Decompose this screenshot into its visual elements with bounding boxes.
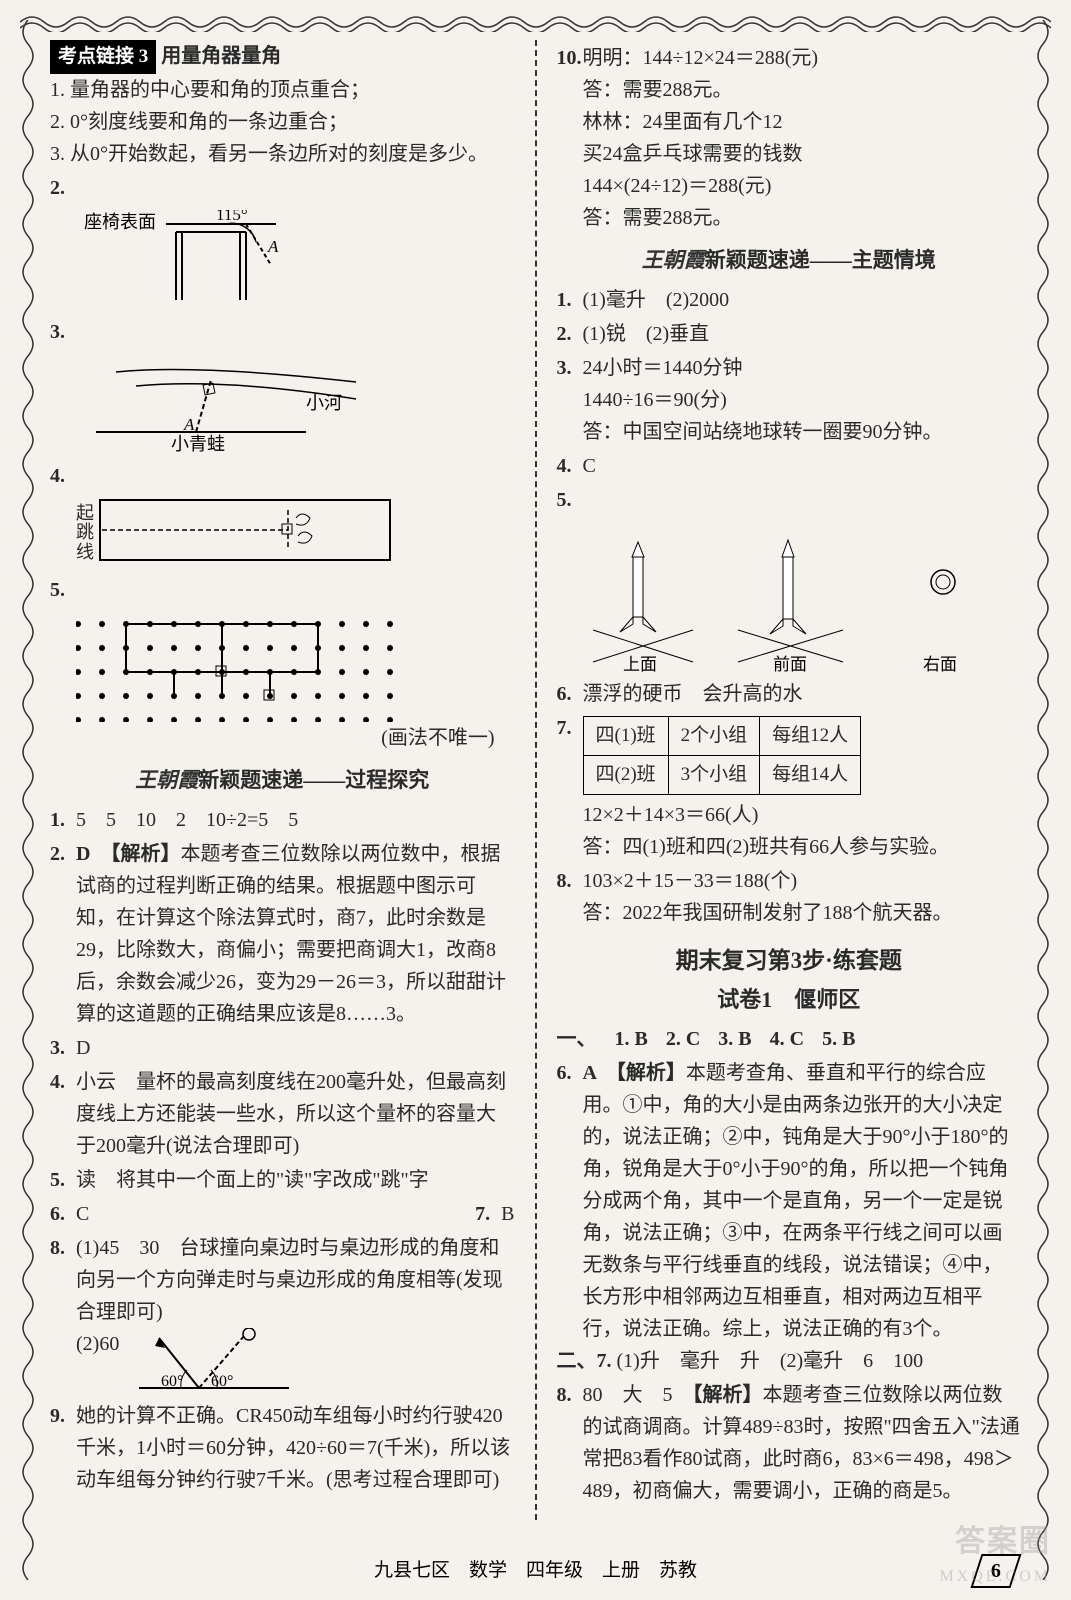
watermark: 答案圈	[955, 1516, 1051, 1560]
q4-fig-num: 4.	[50, 460, 76, 492]
t7-table: 四(1)班2个小组每组12人 四(2)班3个小组每组14人	[583, 716, 862, 796]
lp-q7: B	[501, 1198, 514, 1230]
right-wave-border	[1033, 20, 1053, 1580]
page-footer: 九县七区 数学 四年级 上册 苏教	[0, 1555, 1071, 1582]
watermark-url: MXQE.COM	[939, 1568, 1051, 1586]
kd-line-3: 3. 从0°开始数起，看另一条边所对的刻度是多少。	[50, 138, 515, 170]
lp-q9-num: 9.	[50, 1400, 76, 1496]
svg-text:60°: 60°	[211, 1373, 233, 1390]
t6-num: 6.	[557, 678, 583, 710]
lp-q7-num: 7.	[475, 1198, 501, 1230]
t6: 漂浮的硬币 会升高的水	[583, 678, 1022, 710]
s8: 80 大 5 【解析】本题考查三位数除以两位数的试商调商。计算489÷83时，按…	[583, 1379, 1022, 1507]
svg-text:115°: 115°	[216, 210, 248, 224]
svg-text:A: A	[183, 415, 195, 434]
t4: C	[583, 450, 1022, 482]
svg-text:60°: 60°	[161, 1373, 183, 1390]
svg-text:座椅表面: 座椅表面	[84, 212, 156, 232]
q2-fig-num: 2.	[50, 172, 76, 204]
t2-num: 2.	[557, 318, 583, 350]
t1-num: 1.	[557, 284, 583, 316]
kd-badge: 考点链接 3	[50, 40, 156, 74]
fig-chair: 座椅表面 115° A	[50, 210, 515, 310]
svg-text:右面: 右面	[923, 655, 957, 672]
lp-q6: C	[76, 1198, 461, 1230]
t3-3: 答：中国空间站绕地球转一圈要90分钟。	[557, 416, 1022, 448]
r-q10-6: 答：需要288元。	[557, 202, 1022, 234]
left-column: 考点链接 3 用量角器量角 1. 量角器的中心要和角的顶点重合； 2. 0°刻度…	[50, 40, 515, 1520]
fig-angle-ball: 60° 60°	[129, 1328, 299, 1398]
r-q10-5: 144×(24÷12)＝288(元)	[557, 170, 1022, 202]
lp-q4: 小云 量杯的最高刻度线在200毫升处，但最高刻度线上方还能装一些水，所以这个量杯…	[76, 1066, 515, 1162]
t7-ans: 答：四(1)班和四(2)班共有66人参与实验。	[557, 831, 1022, 863]
kd-line-1: 1. 量角器的中心要和角的顶点重合；	[50, 74, 515, 106]
kd-line-2: 2. 0°刻度线要和角的一条边重合；	[50, 106, 515, 138]
fig-jump: 起跳线	[50, 498, 515, 568]
fig-dots: (画法不唯一)	[50, 612, 515, 754]
t7-calc: 12×2＋14×3＝66(人)	[557, 799, 1022, 831]
t5-num: 5.	[557, 484, 583, 516]
t4-num: 4.	[557, 450, 583, 482]
svg-text:前面: 前面	[773, 655, 807, 672]
s6-num: 6.	[557, 1057, 583, 1345]
right-column: 10.明明：144÷12×24＝288(元) 答：需要288元。 林林：24里面…	[557, 40, 1022, 1520]
r-q10-num: 10.	[557, 42, 583, 74]
lp-q4-num: 4.	[50, 1066, 76, 1162]
kd-header: 考点链接 3 用量角器量角	[50, 40, 515, 74]
top-wave-border	[20, 12, 1051, 32]
r-q10-4: 买24盒乒乓球需要的钱数	[557, 138, 1022, 170]
q5-fig-num: 5.	[50, 574, 76, 606]
process-title: 王朝霞新颖题速递——过程探究	[50, 764, 515, 798]
lp-q8-2: (2)60	[76, 1328, 119, 1360]
svg-text:上面: 上面	[623, 655, 657, 672]
left-wave-border	[18, 20, 38, 1580]
svg-text:A: A	[267, 237, 279, 256]
fig5-note: (画法不唯一)	[76, 722, 515, 754]
lp-q6-num: 6.	[50, 1198, 76, 1230]
lp-q3-num: 3.	[50, 1032, 76, 1064]
column-divider	[535, 40, 537, 1520]
svg-text:小青蛙: 小青蛙	[171, 434, 225, 454]
lp-q3: D	[76, 1032, 515, 1064]
lp-q2: D 【解析】本题考查三位数除以两位数中，根据试商的过程判断正确的结果。根据题中图…	[76, 838, 515, 1030]
kd-title: 用量角器量角	[161, 45, 281, 67]
r-q10-2: 答：需要288元。	[557, 74, 1022, 106]
lp-q8-1: (1)45 30 台球撞向桌边时与桌边形成的角度和向另一个方向弹走时与桌边形成的…	[76, 1232, 515, 1328]
t2: (1)锐 (2)垂直	[583, 318, 1022, 350]
sec1-row: 一、1. B2. C3. B4. C5. B	[557, 1023, 1022, 1055]
t8-2: 答：2022年我国研制发射了188个航天器。	[557, 897, 1022, 929]
lp-q1-num: 1.	[50, 804, 76, 836]
t3-1: 24小时＝1440分钟	[583, 352, 1022, 384]
lp-q5-num: 5.	[50, 1164, 76, 1196]
jump-label: 起跳线	[76, 504, 98, 563]
theme-title: 王朝霞新颖题速递——主题情境	[557, 244, 1022, 278]
q3-fig-num: 3.	[50, 316, 76, 348]
fig-rockets: 上面 前面 右面	[557, 522, 1022, 672]
t3-2: 1440÷16＝90(分)	[557, 384, 1022, 416]
s8-num: 8.	[557, 1379, 583, 1507]
fig-river: 小河 A 小青蛙	[50, 354, 515, 454]
lp-q9: 她的计算不正确。CR450动车组每小时约行驶420千米，1小时＝60分钟，420…	[76, 1400, 515, 1496]
lp-q8-num: 8.	[50, 1232, 76, 1328]
t8-1: 103×2＋15－33＝188(个)	[583, 865, 1022, 897]
paper-title: 试卷1 偃师区	[557, 982, 1022, 1017]
s6: A 【解析】本题考查角、垂直和平行的综合应用。①中，角的大小是由两条边张开的大小…	[583, 1057, 1022, 1345]
t7-num: 7.	[557, 712, 583, 800]
t3-num: 3.	[557, 352, 583, 384]
lp-q1: 5 5 10 2 10÷2=5 5	[76, 804, 515, 836]
sec2-row: 二、7. (1)升 毫升 升 (2)毫升 6 100	[557, 1345, 1022, 1377]
lp-q2-num: 2.	[50, 838, 76, 1030]
t8-num: 8.	[557, 865, 583, 897]
r-q10-1: 明明：144÷12×24＝288(元)	[583, 42, 1022, 74]
t1: (1)毫升 (2)2000	[583, 284, 1022, 316]
r-q10-3: 林林：24里面有几个12	[557, 106, 1022, 138]
svg-text:小河: 小河	[306, 393, 342, 413]
chapter-title: 期末复习第3步·练套题	[557, 943, 1022, 980]
lp-q5: 读 将其中一个面上的"读"字改成"跳"字	[76, 1164, 515, 1196]
